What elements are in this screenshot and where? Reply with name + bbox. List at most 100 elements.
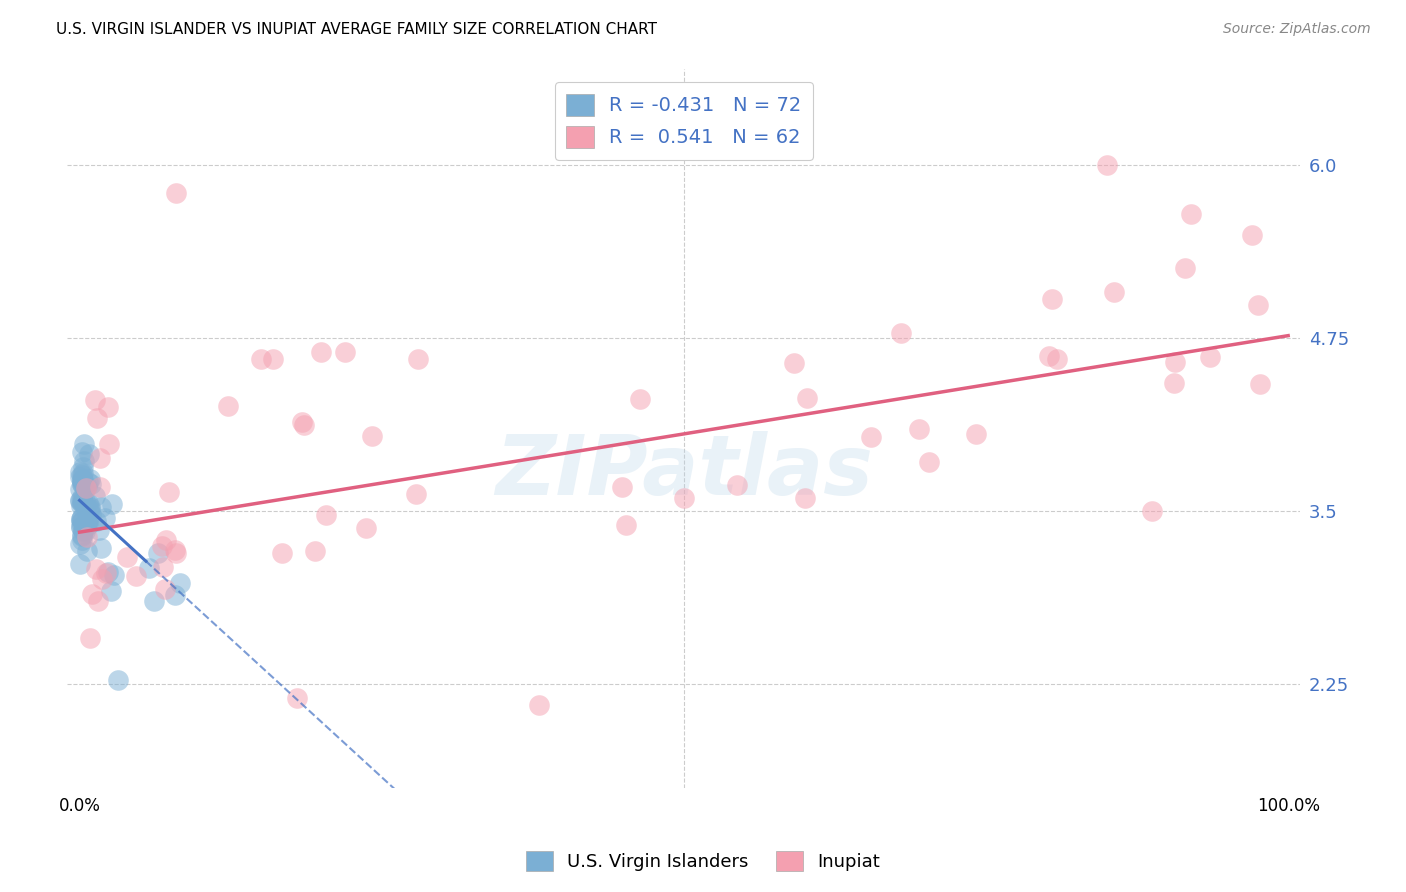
Point [75, 481, 97, 495]
Point [86, 410, 108, 425]
Point [309, 345, 332, 359]
Point [79, 447, 101, 461]
Point [157, 485, 180, 500]
Point [406, 352, 429, 367]
Point [72, 459, 94, 474]
Point [1247, 298, 1270, 312]
Point [80, 476, 103, 491]
Point [97, 566, 120, 580]
Point [610, 480, 633, 494]
Point [76, 516, 98, 530]
Point [75, 494, 97, 508]
Point [1240, 227, 1263, 242]
Point [90, 541, 112, 556]
Point [628, 392, 651, 406]
Point [79, 502, 101, 516]
Point [965, 427, 987, 442]
Point [103, 568, 125, 582]
Point [101, 498, 124, 512]
Point [672, 491, 695, 505]
Point [165, 542, 187, 557]
Point [354, 521, 377, 535]
Point [79, 472, 101, 486]
Point [73, 518, 96, 533]
Point [70, 467, 93, 482]
Point [405, 487, 427, 501]
Point [527, 698, 550, 713]
Point [80, 587, 103, 601]
Point [72, 437, 94, 451]
Point [72, 495, 94, 509]
Point [79, 500, 101, 514]
Point [70, 475, 93, 489]
Point [360, 429, 382, 443]
Point [315, 508, 337, 522]
Point [163, 588, 186, 602]
Point [69, 494, 91, 508]
Point [150, 539, 173, 553]
Point [107, 673, 129, 688]
Point [70, 514, 93, 528]
Point [83, 393, 105, 408]
Point [292, 418, 315, 433]
Point [291, 415, 314, 429]
Point [70, 499, 93, 513]
Point [165, 546, 187, 560]
Point [1249, 376, 1271, 391]
Point [77, 503, 100, 517]
Point [1102, 285, 1125, 299]
Point [1095, 158, 1118, 172]
Point [138, 560, 160, 574]
Point [69, 512, 91, 526]
Point [217, 399, 239, 413]
Point [84, 514, 107, 528]
Point [70, 527, 93, 541]
Point [72, 523, 94, 537]
Point [1164, 354, 1187, 368]
Point [79, 631, 101, 645]
Point [335, 345, 357, 359]
Point [94, 511, 117, 525]
Point [70, 490, 93, 504]
Point [890, 326, 912, 340]
Point [73, 454, 96, 468]
Point [89, 479, 111, 493]
Point [69, 493, 91, 508]
Point [72, 533, 94, 547]
Point [614, 518, 637, 533]
Text: U.S. VIRGIN ISLANDER VS INUPIAT AVERAGE FAMILY SIZE CORRELATION CHART: U.S. VIRGIN ISLANDER VS INUPIAT AVERAGE … [56, 22, 657, 37]
Point [908, 422, 931, 436]
Point [76, 530, 98, 544]
Point [793, 491, 815, 505]
Point [262, 352, 284, 367]
Point [80, 507, 103, 521]
Point [72, 445, 94, 459]
Point [169, 576, 191, 591]
Point [70, 472, 93, 486]
Point [1199, 351, 1222, 365]
Point [70, 515, 93, 529]
Point [1042, 292, 1064, 306]
Point [76, 515, 98, 529]
Point [70, 494, 93, 508]
Point [1180, 207, 1202, 221]
Point [89, 450, 111, 465]
Point [250, 352, 273, 367]
Point [72, 476, 94, 491]
Point [76, 514, 98, 528]
Point [1174, 260, 1197, 275]
Point [69, 466, 91, 480]
Point [70, 509, 93, 524]
Point [69, 558, 91, 572]
Point [152, 560, 174, 574]
Point [77, 496, 100, 510]
Point [76, 478, 98, 492]
Point [125, 569, 148, 583]
Point [142, 594, 165, 608]
Point [69, 470, 91, 484]
Point [69, 537, 91, 551]
Point [725, 477, 748, 491]
Point [69, 482, 91, 496]
Point [86, 594, 108, 608]
Point [859, 429, 882, 443]
